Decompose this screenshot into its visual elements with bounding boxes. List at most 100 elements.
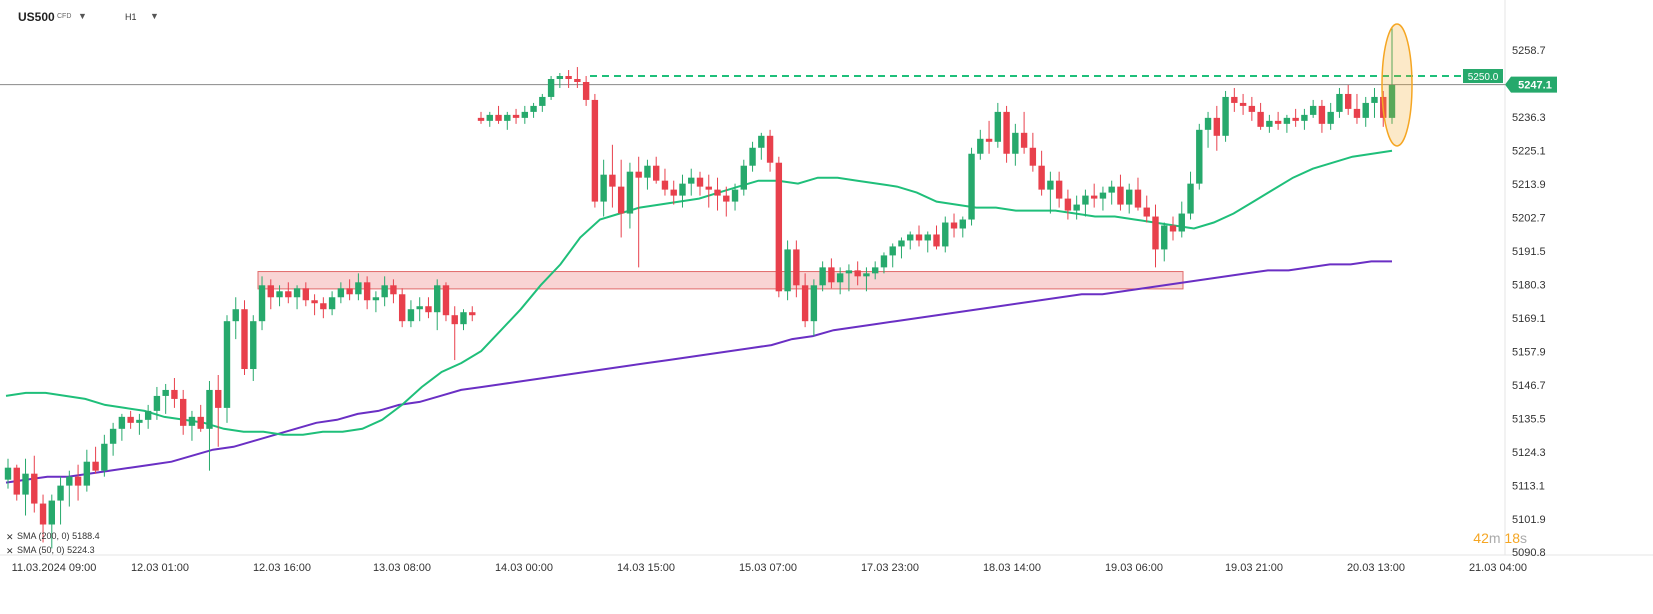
x-tick-label: 12.03 16:00 [253, 562, 311, 574]
candle-body [801, 285, 809, 322]
candle-body [22, 473, 29, 495]
candle-body [758, 135, 765, 148]
candle-body [153, 395, 161, 411]
legend-sma50-value: 5224.3 [67, 545, 95, 555]
candle-body [661, 180, 669, 190]
candle-body [469, 312, 476, 316]
candle-body [48, 500, 55, 525]
candle-body [1117, 186, 1124, 205]
candle-body [118, 416, 126, 429]
candle-body [1231, 96, 1238, 103]
x-tick-label: 12.03 01:00 [131, 562, 189, 574]
candle-body [775, 162, 783, 292]
candle-body [206, 389, 213, 429]
y-tick-label: 5202.7 [1512, 212, 1546, 224]
candle-body [92, 461, 99, 471]
candle-body [740, 165, 747, 190]
candle-body [101, 443, 108, 471]
x-tick-label: 19.03 21:00 [1225, 562, 1283, 574]
timer-seconds: 18 [1504, 530, 1520, 546]
candle-body [784, 249, 791, 292]
candle-body [372, 297, 380, 301]
timeframe-label[interactable]: H1 [125, 12, 137, 22]
candle-body [915, 234, 923, 241]
candle-body [512, 114, 520, 118]
candle-body [871, 267, 879, 274]
candle-body [267, 285, 274, 298]
chart-toolbar: US500 CFD ▼ H1 ▼ [0, 0, 1653, 34]
candle-body [127, 416, 134, 423]
x-tick-label: 17.03 23:00 [861, 562, 919, 574]
close-icon[interactable]: ✕ [6, 546, 14, 556]
timer-seconds-unit: s [1520, 530, 1527, 546]
candle-body [1161, 225, 1168, 250]
support-zone [257, 271, 1184, 290]
candle-body [731, 189, 739, 202]
y-tick-label: 5090.8 [1512, 547, 1546, 559]
candle-body [836, 273, 844, 283]
candle-body [696, 177, 704, 187]
candle-body [688, 177, 695, 184]
candle-body [959, 219, 966, 229]
y-tick-label: 5180.3 [1512, 279, 1546, 291]
candle-body [1301, 114, 1308, 121]
candle-body [1126, 189, 1133, 205]
timeframe-dropdown-icon[interactable]: ▼ [150, 11, 159, 21]
candle-body [749, 147, 756, 166]
candle-body [723, 195, 730, 202]
candle-body [57, 485, 64, 501]
legend-sma50-params: (50, 0) [38, 545, 65, 555]
close-icon[interactable]: ✕ [6, 532, 14, 542]
candle-body [197, 416, 204, 429]
candle-body [547, 79, 555, 97]
candle-body [889, 246, 896, 256]
current-price-label: 5247.1 [1518, 80, 1552, 92]
candle-body [1143, 207, 1150, 217]
candle-body [556, 76, 564, 80]
candle-body [1362, 102, 1369, 118]
candle-body [293, 288, 301, 298]
candle-body [407, 309, 415, 322]
candle-body [250, 321, 257, 370]
candle-body [1266, 120, 1273, 127]
candle-body [223, 321, 231, 408]
candle-body [1196, 129, 1203, 184]
candle-body [898, 240, 905, 247]
y-tick-label: 5169.1 [1512, 313, 1546, 325]
candle-body [1274, 120, 1282, 124]
resistance-price-label: 5250.0 [1468, 72, 1499, 83]
symbol-dropdown-icon[interactable]: ▼ [78, 11, 87, 21]
candle-body [416, 306, 423, 310]
candle-body [626, 171, 634, 214]
candle-body [162, 389, 169, 396]
candle-body [565, 76, 572, 80]
candle-body [600, 174, 607, 202]
candle-body [504, 114, 511, 121]
candle-body [425, 306, 432, 313]
candle-body [863, 273, 870, 277]
candle-body [810, 285, 818, 322]
candle-body [582, 81, 590, 100]
candle-body [1204, 117, 1212, 130]
candle-body [66, 476, 73, 486]
candle-body [609, 174, 616, 187]
candle-body [1169, 225, 1177, 232]
candle-body [1309, 105, 1317, 115]
candle-body [442, 285, 450, 316]
candle-body [670, 189, 677, 196]
candle-body [793, 249, 800, 286]
candle-body [460, 312, 467, 325]
candle-body [1064, 198, 1072, 211]
candle-body [241, 309, 248, 370]
candle-body [390, 285, 397, 295]
candle-body [591, 99, 599, 202]
candle-body [705, 186, 712, 190]
x-tick-label: 11.03.2024 09:00 [12, 562, 97, 574]
candle-body [1055, 180, 1063, 199]
candle-body [320, 303, 327, 310]
candle-body [521, 111, 529, 118]
y-tick-label: 5101.9 [1512, 514, 1546, 526]
current-price-tag [1505, 76, 1557, 93]
symbol-label[interactable]: US500 [18, 10, 55, 24]
